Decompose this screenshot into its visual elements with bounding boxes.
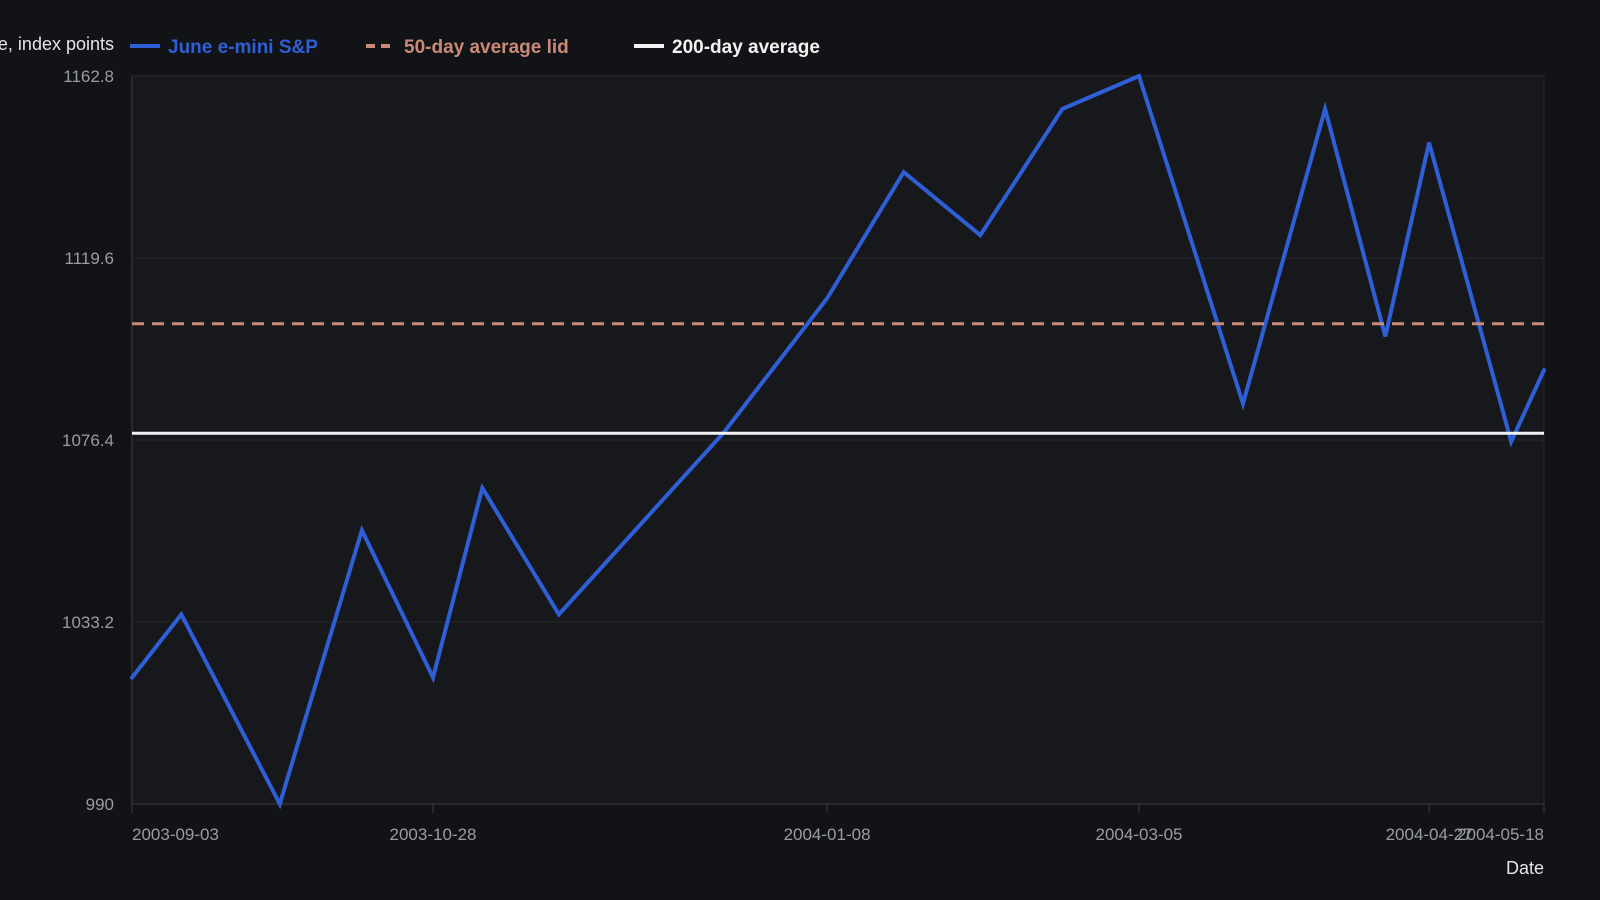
legend: June e-mini S&P 50-day average lid 200-day… [130,37,820,58]
series-line [130,73,1546,810]
grid-lines [131,75,1545,805]
y-tick-label: 1033.2 [62,613,114,632]
y-tick-label: 990 [86,795,114,814]
y-tick-label: 1162.8 [63,67,114,86]
x-axis-ticks: 2003-09-03 2003-10-28 2004-01-08 2004-03-05… [131,804,1545,844]
y-axis-ticks: 990 1033.2 1076.4 1119.6 1162.8 [62,67,114,814]
x-tick-label: 2004-03-05 [1096,825,1183,844]
series-layer [130,73,1546,810]
y-tick-label: 1076.4 [62,431,114,450]
legend-label: 200-day average [672,37,820,58]
y-axis-title: Price, index points [0,34,114,54]
legend-label: 50-day average lid [404,37,569,58]
y-tick-label: 1119.6 [65,249,114,268]
x-tick-label: 2004-04-27 [1386,825,1473,844]
legend-label: June e-mini S&P [168,37,318,58]
x-tick-label: 2003-10-28 [390,825,477,844]
x-tick-label: 2004-01-08 [784,825,871,844]
x-tick-label: 2003-09-03 [132,825,219,844]
x-axis-title: Date [1506,858,1544,878]
x-tick-label: 2004-05-18 [1457,825,1544,844]
